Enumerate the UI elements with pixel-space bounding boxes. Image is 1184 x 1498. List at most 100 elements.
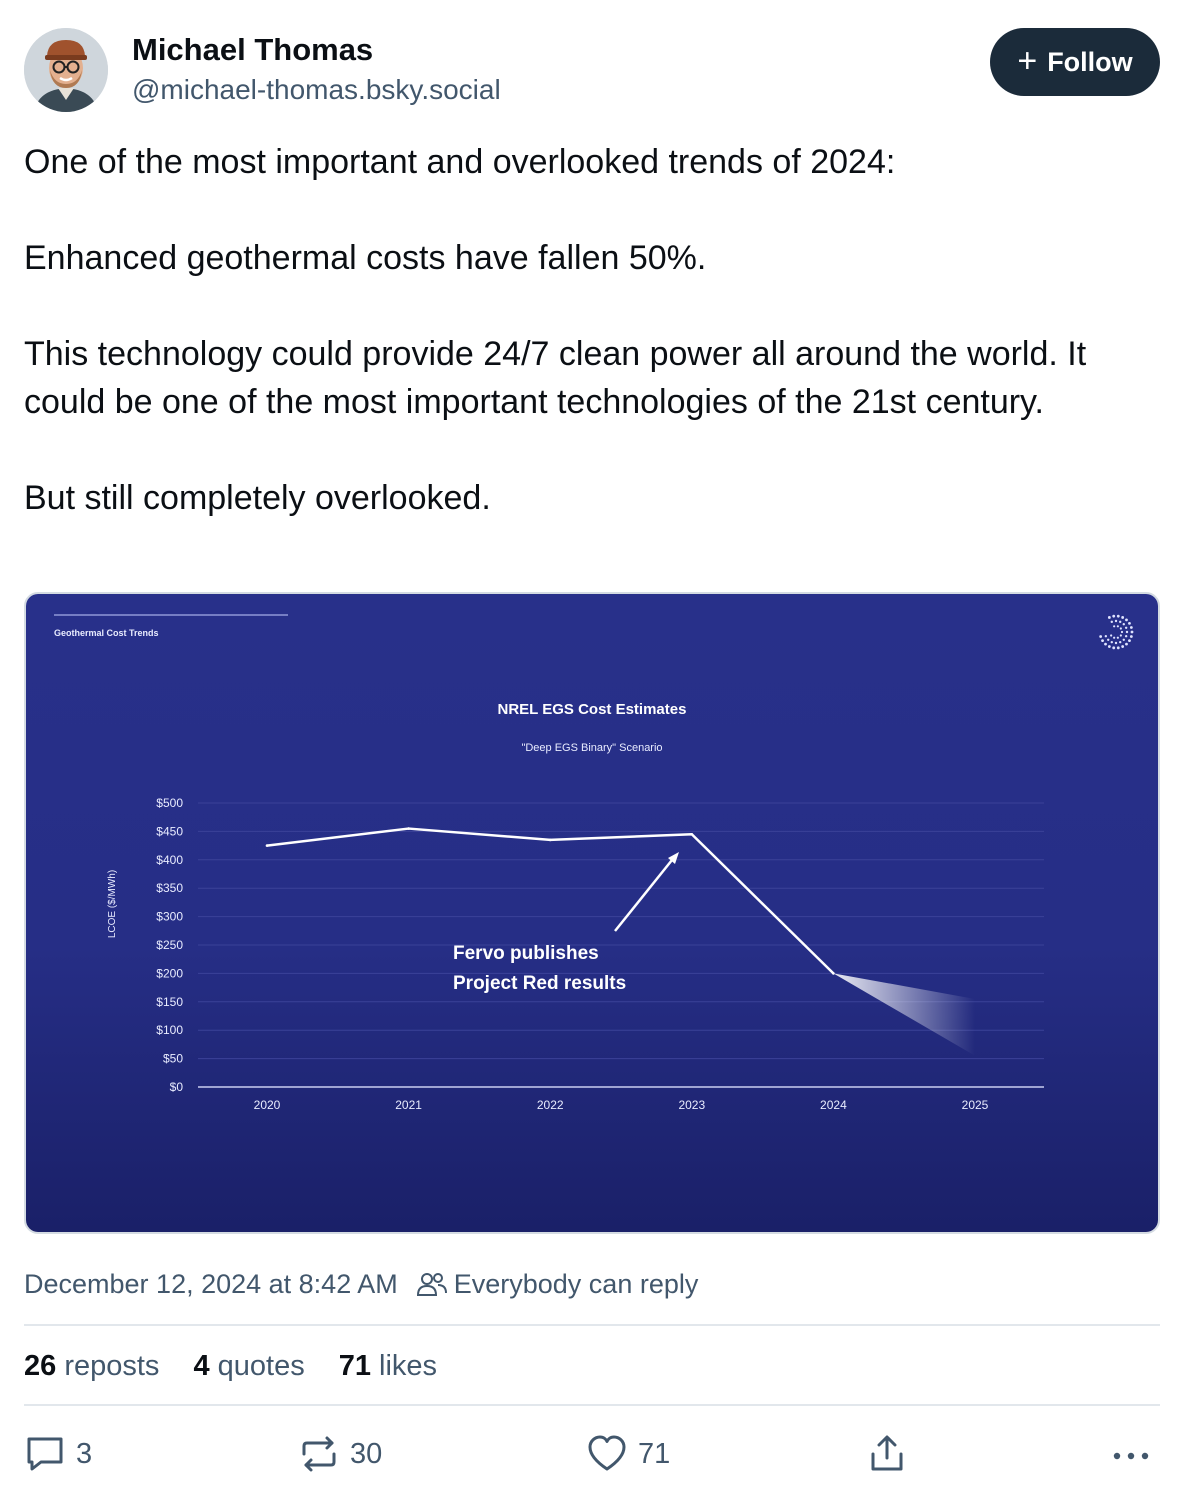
post-stats: 26 reposts 4 quotes 71 likes bbox=[24, 1346, 437, 1386]
post-timestamp[interactable]: December 12, 2024 at 8:42 AM bbox=[24, 1268, 398, 1299]
logo-dot bbox=[1107, 645, 1111, 648]
author-handle[interactable]: @michael-thomas.bsky.social bbox=[132, 74, 501, 105]
likes-label: likes bbox=[379, 1349, 438, 1382]
x-tick-label: 2021 bbox=[395, 1098, 422, 1112]
x-tick-label: 2020 bbox=[254, 1098, 281, 1112]
quotes-stat[interactable]: 4 quotes bbox=[193, 1350, 304, 1383]
y-tick-label: $50 bbox=[163, 1052, 183, 1066]
post-image[interactable]: Geothermal Cost Trends NREL EGS Cost Est… bbox=[24, 592, 1160, 1234]
logo-dot bbox=[1113, 636, 1116, 639]
logo-dot bbox=[1104, 642, 1107, 646]
annotation-text: Project Red results bbox=[453, 973, 626, 994]
heart-icon bbox=[588, 1435, 626, 1471]
logo-dot bbox=[1130, 630, 1134, 634]
logo-dot bbox=[1119, 634, 1122, 637]
y-tick-label: $400 bbox=[156, 853, 183, 867]
avatar-image bbox=[24, 28, 108, 112]
chart-figure: Geothermal Cost Trends NREL EGS Cost Est… bbox=[26, 594, 1158, 1232]
y-axis-label: LCOE ($/MWh) bbox=[107, 870, 118, 938]
company-logo bbox=[1099, 614, 1134, 650]
quotes-label: quotes bbox=[217, 1349, 305, 1382]
divider bbox=[24, 1404, 1160, 1406]
logo-dot bbox=[1116, 625, 1119, 628]
avatar[interactable] bbox=[24, 28, 108, 112]
more-options-button[interactable] bbox=[1110, 1430, 1152, 1478]
y-tick-label: $350 bbox=[156, 881, 183, 895]
logo-dot bbox=[1121, 645, 1125, 648]
post-text: One of the most important and overlooked… bbox=[24, 138, 1160, 522]
logo-dot bbox=[1128, 621, 1131, 625]
logo-dot bbox=[1110, 640, 1113, 644]
chart-annotation: Fervo publishes Project Red results bbox=[453, 852, 679, 994]
y-tick-label: $0 bbox=[170, 1080, 184, 1094]
logo-dot bbox=[1110, 634, 1113, 637]
logo-dot bbox=[1119, 627, 1122, 630]
people-icon bbox=[416, 1270, 448, 1298]
y-tick-label: $150 bbox=[156, 995, 183, 1009]
projection-band bbox=[833, 973, 975, 1056]
y-tick-label: $500 bbox=[156, 796, 183, 810]
repost-icon bbox=[302, 1436, 336, 1472]
y-tick-label: $450 bbox=[156, 824, 183, 838]
x-tick-label: 2023 bbox=[678, 1098, 705, 1112]
post-meta: December 12, 2024 at 8:42 AM Everybody c… bbox=[24, 1266, 698, 1302]
share-button[interactable] bbox=[866, 1430, 908, 1478]
likes-stat[interactable]: 71 likes bbox=[339, 1350, 437, 1383]
post-text-line: This technology could provide 24/7 clean… bbox=[24, 335, 1087, 421]
projection-wedge bbox=[833, 973, 975, 1056]
logo-dot bbox=[1129, 635, 1133, 638]
plus-icon: + bbox=[1017, 41, 1038, 80]
logo-dot bbox=[1101, 639, 1104, 643]
reply-icon bbox=[27, 1437, 63, 1471]
logo-dot bbox=[1122, 623, 1125, 626]
like-count: 71 bbox=[638, 1437, 671, 1470]
follow-button-label: Follow bbox=[1047, 46, 1133, 77]
logo-dot bbox=[1128, 639, 1131, 643]
logo-dot bbox=[1112, 614, 1116, 618]
y-tick-label: $300 bbox=[156, 910, 183, 924]
reposts-label: reposts bbox=[64, 1349, 160, 1382]
logo-dot bbox=[1119, 620, 1122, 624]
follow-button[interactable]: + Follow bbox=[990, 28, 1160, 96]
reposts-stat[interactable]: 26 reposts bbox=[24, 1350, 159, 1383]
reposts-count: 26 bbox=[24, 1349, 57, 1382]
chart-gridlines bbox=[198, 802, 1044, 1088]
reply-count: 3 bbox=[76, 1437, 93, 1470]
repost-button[interactable]: 30 bbox=[298, 1430, 382, 1478]
post-text-line: But still completely overlooked. bbox=[24, 479, 491, 517]
data-point bbox=[407, 827, 410, 830]
logo-dot bbox=[1120, 630, 1124, 634]
action-bar: 3 30 71 bbox=[24, 1430, 1160, 1478]
chart-title: NREL EGS Cost Estimates bbox=[498, 701, 687, 718]
chart-background bbox=[26, 594, 1158, 1232]
author-name[interactable]: Michael Thomas bbox=[132, 32, 374, 67]
logo-dot bbox=[1122, 638, 1125, 641]
repost-count: 30 bbox=[350, 1437, 383, 1470]
logo-dot bbox=[1113, 625, 1116, 628]
x-tick-label: 2025 bbox=[962, 1098, 989, 1112]
y-tick-label: $100 bbox=[156, 1023, 183, 1037]
annotation-arrow-line bbox=[614, 859, 673, 932]
data-point bbox=[690, 832, 694, 836]
share-icon bbox=[871, 1435, 903, 1471]
x-tick-label: 2022 bbox=[537, 1098, 564, 1112]
data-point bbox=[265, 844, 269, 847]
quotes-count: 4 bbox=[193, 1349, 210, 1382]
post-text-line: One of the most important and overlooked… bbox=[24, 143, 896, 181]
logo-dot bbox=[1112, 646, 1116, 650]
more-icon bbox=[1113, 1452, 1149, 1460]
logo-dot bbox=[1107, 616, 1111, 619]
logo-dot bbox=[1125, 642, 1128, 646]
slide-label: Geothermal Cost Trends bbox=[54, 628, 159, 638]
logo-dot bbox=[1110, 620, 1113, 624]
logo-dot bbox=[1116, 614, 1120, 618]
logo-dot bbox=[1114, 619, 1118, 623]
reply-button[interactable]: 3 bbox=[24, 1430, 92, 1478]
logo-dot bbox=[1104, 635, 1108, 638]
y-tick-label: $250 bbox=[156, 938, 183, 952]
logo-dot bbox=[1116, 636, 1119, 639]
data-point bbox=[548, 838, 552, 842]
logo-dot bbox=[1107, 638, 1110, 641]
x-tick-label: 2024 bbox=[820, 1098, 847, 1112]
like-button[interactable]: 71 bbox=[586, 1430, 670, 1478]
